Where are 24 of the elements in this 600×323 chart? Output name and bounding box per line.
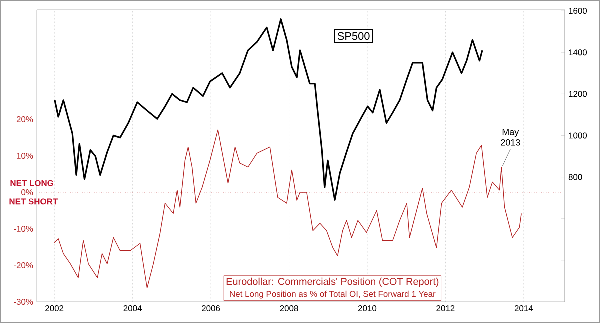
y-tick-label: -30%: [14, 299, 34, 305]
annotation: May 2013: [501, 129, 520, 146]
y-tick-label: -10%: [14, 226, 34, 232]
annotation: NET SHORT: [10, 198, 58, 205]
x-tick-label: 2004: [124, 306, 142, 312]
y-tick-label: 20%: [16, 116, 34, 122]
text: SP500: [338, 32, 370, 40]
x-tick-label: 2002: [46, 306, 64, 312]
x-tick-label: 2010: [358, 306, 377, 312]
y2-tick-label: 1000: [569, 132, 588, 139]
y-tick-label: 10%: [17, 153, 34, 159]
y-tick-label: 0%: [22, 190, 34, 196]
annotation: Net Long Position as % of Total OI, Set Forward 1 Year: [230, 290, 436, 299]
annotation: NET LONG: [10, 180, 54, 186]
y2-tick-label: 1200: [569, 91, 588, 98]
x-tick-label: 2006: [202, 306, 220, 312]
x-tick-label: 2008: [280, 306, 298, 312]
x-tick-label: 2012: [436, 306, 455, 312]
y2-tick-label: 1400: [569, 50, 588, 56]
text: Eurodollar: Commercials' Position (COT Report): [226, 278, 439, 288]
y2-tick-label: 1600: [569, 8, 588, 14]
y2-tick-label: 800: [568, 174, 582, 180]
x-tick-label: 2014: [514, 306, 534, 312]
y-tick-label: -20%: [14, 262, 34, 268]
